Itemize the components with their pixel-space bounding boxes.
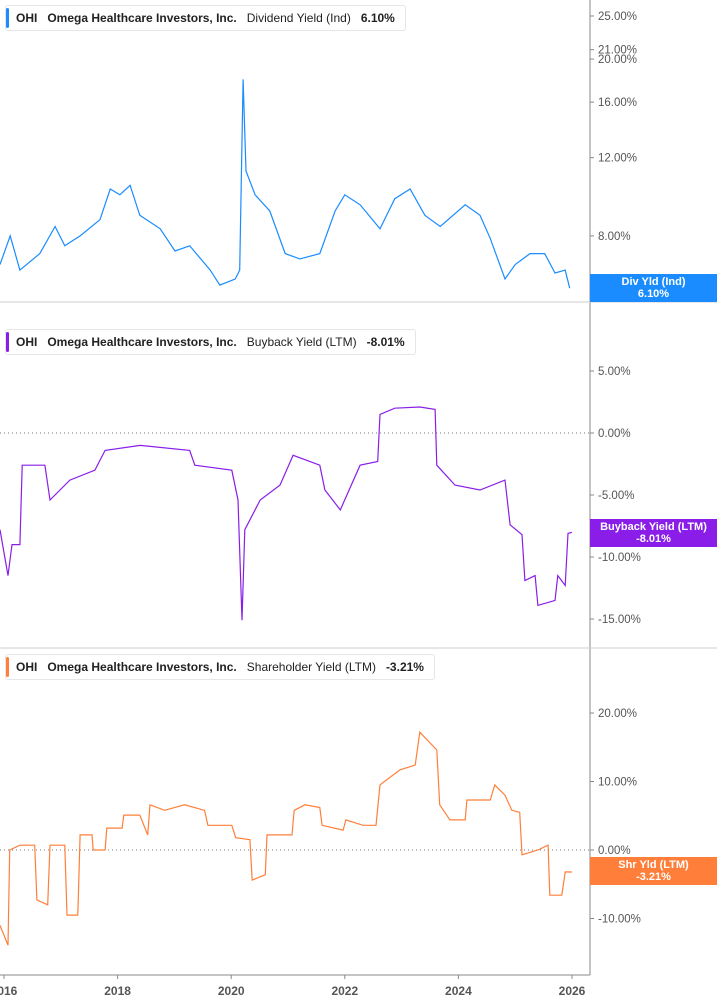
panel-header-buyback: OHI Omega Healthcare Investors, Inc. Buy…	[5, 329, 416, 355]
metric-value: -3.21%	[385, 660, 424, 674]
metric-name: Buyback Yield (LTM)	[246, 335, 357, 349]
company-name: Omega Healthcare Investors, Inc.	[47, 11, 237, 25]
x-tick-label: 2020	[218, 984, 245, 998]
x-tick-label: 2018	[104, 984, 131, 998]
tag-label: Buyback Yield (LTM)	[600, 521, 707, 533]
company-name: Omega Healthcare Investors, Inc.	[47, 335, 237, 349]
tag-label: Shr Yld (LTM)	[618, 859, 689, 871]
y-tick-label: 25.00%	[598, 11, 637, 23]
x-tick-label: 2022	[331, 984, 358, 998]
y-tick-label: 21.00%	[598, 45, 637, 57]
y-tick-label: -5.00%	[598, 490, 634, 502]
company-name: Omega Healthcare Investors, Inc.	[47, 660, 237, 674]
ticker: OHI	[16, 335, 38, 349]
series-color-bar	[6, 8, 9, 28]
y-tick-label: 20.00%	[598, 708, 637, 720]
y-tick-label: 0.00%	[598, 428, 631, 440]
series-line-0	[0, 79, 571, 289]
y-tick-label: 12.00%	[598, 153, 637, 165]
tag-value: 6.10%	[637, 288, 670, 300]
panel-header-dividend: OHI Omega Healthcare Investors, Inc. Div…	[5, 5, 406, 31]
metric-name: Shareholder Yield (LTM)	[246, 660, 376, 674]
y-tick-label: 16.00%	[598, 97, 637, 109]
series-line-1	[0, 406, 573, 621]
metric-name: Dividend Yield (Ind)	[246, 11, 351, 25]
tag-value: -3.21%	[636, 871, 671, 883]
tag-label: Div Yld (Ind)	[621, 276, 686, 288]
y-tick-label: 20.00%	[598, 54, 637, 66]
metric-value: 6.10%	[360, 11, 395, 25]
last-value-tag-dividend: Div Yld (Ind) 6.10%	[590, 274, 717, 302]
y-tick-label: 10.00%	[598, 777, 637, 789]
tag-value: -8.01%	[636, 533, 671, 545]
metric-value: -8.01%	[366, 335, 405, 349]
y-tick-label: 0.00%	[598, 845, 631, 857]
y-tick-label: 8.00%	[598, 231, 631, 243]
y-tick-label: 5.00%	[598, 366, 631, 378]
x-tick-label: 2024	[445, 984, 472, 998]
series-color-bar	[6, 332, 9, 352]
last-value-tag-shareholder: Shr Yld (LTM) -3.21%	[590, 857, 717, 885]
y-tick-label: -10.00%	[598, 552, 641, 564]
y-tick-label: -10.00%	[598, 914, 641, 926]
ticker: OHI	[16, 660, 38, 674]
series-color-bar	[6, 657, 9, 677]
last-value-tag-buyback: Buyback Yield (LTM) -8.01%	[590, 519, 717, 547]
series-line-2	[0, 730, 573, 946]
y-tick-label: -15.00%	[598, 614, 641, 626]
x-tick-label: 2016	[0, 984, 18, 998]
ticker: OHI	[16, 11, 38, 25]
panel-header-shareholder: OHI Omega Healthcare Investors, Inc. Sha…	[5, 654, 435, 680]
x-tick-label: 2026	[559, 984, 586, 998]
